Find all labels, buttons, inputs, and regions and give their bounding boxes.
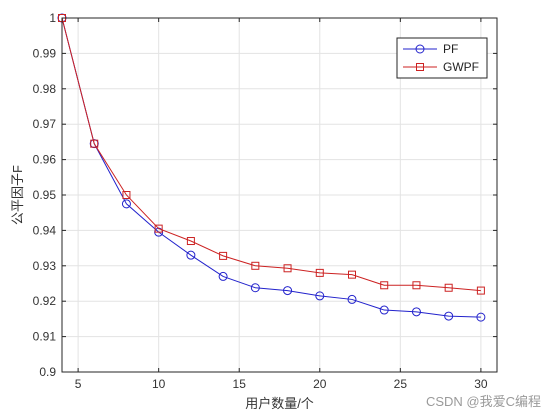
data-point-marker: [444, 283, 453, 292]
series-line: [61, 17, 481, 318]
data-point-marker: [315, 268, 324, 277]
data-point-marker: [415, 44, 425, 54]
data-point-marker: [476, 286, 485, 295]
y-tick-label: 0.91: [33, 330, 57, 344]
x-tick-label: 5: [75, 377, 82, 391]
data-point-marker: [379, 305, 389, 315]
y-tick-label: 0.99: [33, 46, 57, 60]
data-point-marker: [411, 307, 421, 317]
data-point-marker: [121, 199, 131, 209]
data-point-marker: [218, 271, 228, 281]
axis-ticks: 5 10 15 20 25 30 0.9 0.91 0.92 0.93 0.94 0.95 0.96 0.…: [33, 11, 497, 391]
data-point-marker: [250, 283, 260, 293]
series-layer: [57, 13, 486, 322]
data-point-marker: [347, 294, 357, 304]
data-point-marker: [380, 281, 389, 290]
series-line: [61, 17, 481, 292]
data-point-marker: [412, 281, 421, 290]
data-point-marker: [444, 311, 454, 321]
legend-item: GWPF: [403, 60, 479, 74]
data-point-marker: [122, 191, 131, 199]
x-tick-label: 20: [313, 377, 327, 391]
data-point-marker: [154, 224, 163, 233]
data-point-marker: [416, 63, 424, 71]
series-gwpf: [58, 14, 485, 295]
x-axis-label: 用户数量/个: [245, 396, 314, 411]
legend-box: [396, 37, 488, 79]
legend-label: PF: [443, 42, 458, 56]
data-point-marker: [251, 261, 260, 270]
y-tick-label: 0.97: [33, 117, 57, 131]
y-tick-label: 0.93: [33, 259, 57, 273]
watermark: CSDN @我爱C编程: [426, 394, 541, 409]
data-point-marker: [186, 250, 196, 260]
data-point-marker: [283, 264, 292, 273]
y-tick-label: 0.92: [33, 294, 57, 308]
legend-item: PF: [403, 42, 458, 56]
y-tick-label: 0.96: [33, 153, 57, 167]
legend: PF GWPF: [396, 37, 488, 79]
y-tick-label: 0.95: [33, 188, 57, 202]
y-tick-label: 1: [49, 11, 56, 25]
data-point-marker: [283, 286, 293, 296]
x-tick-label: 25: [394, 377, 408, 391]
grid-lines: [62, 17, 497, 373]
data-point-marker: [348, 270, 356, 279]
data-point-marker: [219, 251, 228, 260]
data-point-marker: [186, 237, 195, 246]
data-point-marker: [315, 291, 325, 301]
y-tick-label: 0.98: [33, 82, 57, 96]
y-tick-label: 0.9: [39, 365, 56, 379]
x-tick-label: 15: [233, 377, 247, 391]
data-point-marker: [476, 312, 486, 322]
x-tick-label: 30: [474, 377, 488, 391]
legend-label: GWPF: [443, 60, 479, 74]
x-tick-label: 10: [152, 377, 166, 391]
data-point-marker: [90, 139, 99, 148]
y-axis-label: 公平因子F: [10, 165, 25, 225]
y-tick-label: 0.94: [33, 223, 57, 237]
